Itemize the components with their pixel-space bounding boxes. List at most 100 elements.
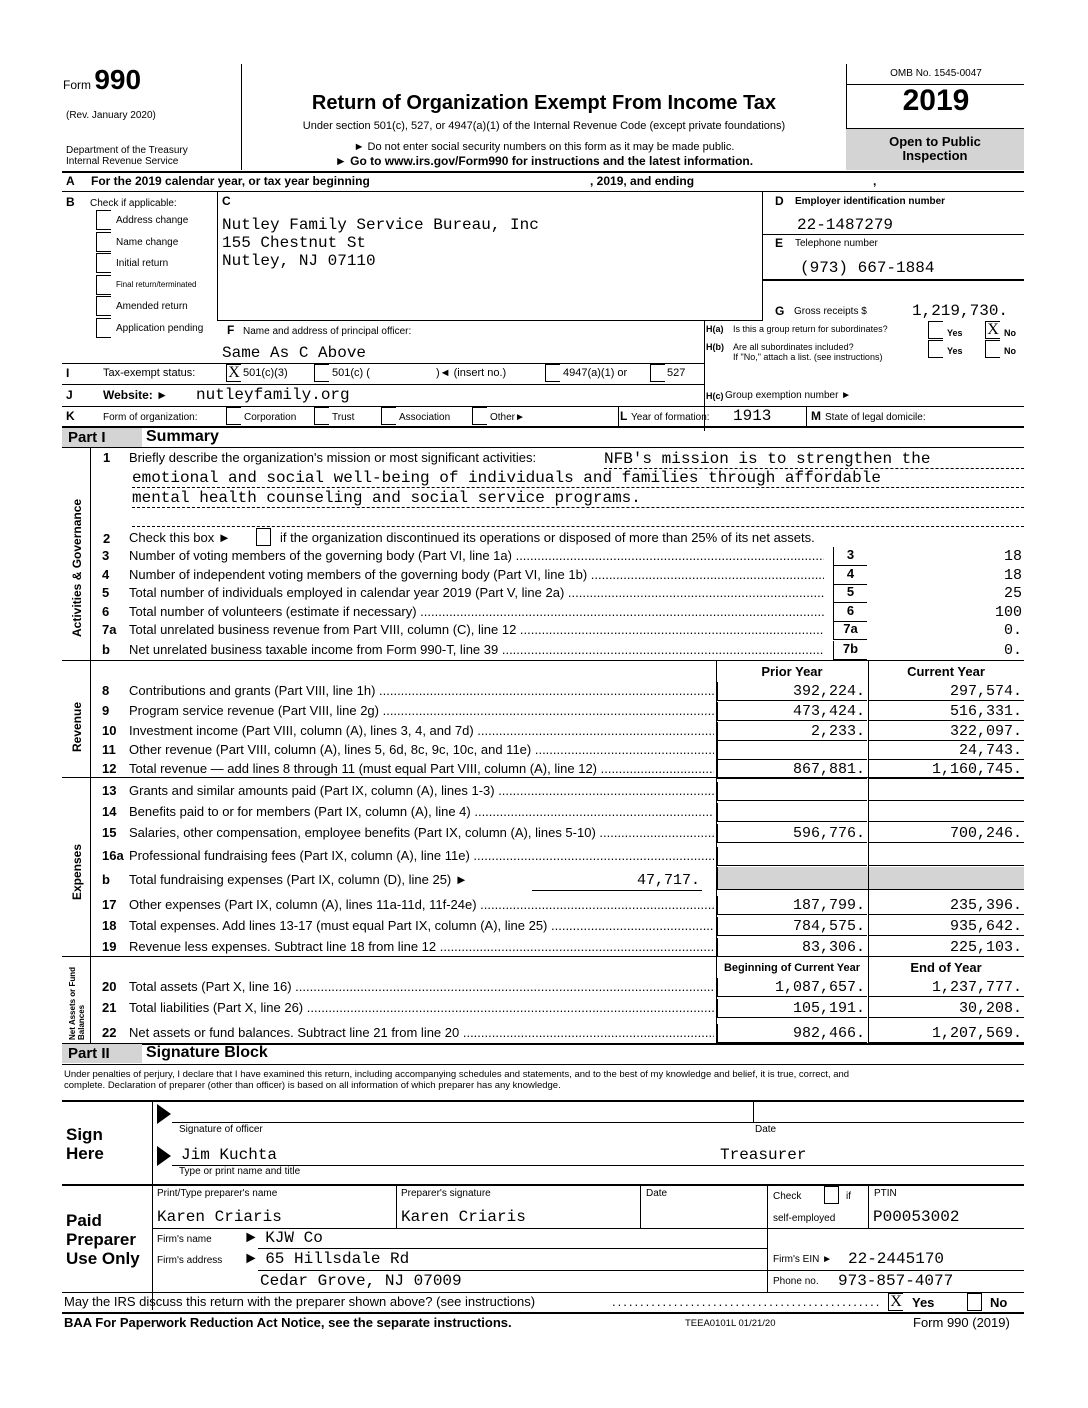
- line2-label: if the organization discontinued its ope…: [280, 530, 815, 545]
- firm-phone-label: Phone no.: [773, 1276, 819, 1287]
- summary-row: 14 Benefits paid to or for members (Part …: [62, 803, 1024, 822]
- check-label: Check: [773, 1191, 802, 1202]
- org-type-label: Association: [399, 412, 451, 423]
- line-l-letter: L: [620, 409, 628, 423]
- discuss-no-label: No: [990, 1295, 1008, 1310]
- discuss-no-checkbox[interactable]: [967, 1293, 982, 1311]
- tax-year: 2019: [902, 84, 970, 117]
- summary-row: 17 Other expenses (Part IX, column (A), l…: [62, 896, 1024, 915]
- checkbox-final-return-terminated[interactable]: [96, 274, 111, 295]
- line-label: Revenue less expenses. Subtract line 18 …: [129, 939, 714, 954]
- prior-year-cell: [717, 722, 867, 741]
- revision: (Rev. January 2020): [66, 110, 156, 121]
- preparer-signature-label: Preparer's signature: [401, 1188, 491, 1199]
- part2-title: Signature Block: [146, 1044, 268, 1061]
- sign-text: Sign: [66, 1125, 103, 1144]
- officer-signature-field[interactable]: [180, 1125, 750, 1143]
- line-number: 21: [102, 1000, 117, 1015]
- line1-number: 1: [103, 450, 111, 465]
- line-label: Grants and similar amounts paid (Part IX…: [129, 783, 714, 798]
- org-type-checkbox[interactable]: [314, 407, 329, 425]
- prior-year-value: 596,776.: [792, 825, 865, 842]
- 527-checkbox[interactable]: [650, 364, 665, 382]
- open-text: Open to Public: [889, 134, 981, 149]
- line-number: 14: [102, 804, 117, 819]
- prior-year-cell: [717, 999, 867, 1018]
- instructions-note: ► Go to www.irs.gov/Form990 for instruct…: [334, 154, 754, 168]
- ha-text: Is this a group return for subordinates?: [733, 324, 888, 334]
- line-value: 0.: [1003, 642, 1022, 659]
- 4947-checkbox[interactable]: [545, 364, 560, 382]
- line-number: 11: [102, 742, 116, 757]
- preparer-date-label: Date: [646, 1188, 668, 1199]
- omb-number: OMB No. 1545-0047: [890, 68, 982, 79]
- org-type-checkbox[interactable]: [226, 407, 241, 425]
- organization-box: [217, 191, 763, 321]
- line-g-letter: G: [775, 304, 785, 318]
- ha-yes-label: Yes: [947, 328, 963, 338]
- dept-line1: Department of the Treasury: [66, 145, 188, 156]
- discuss-yes-checkbox[interactable]: X: [888, 1293, 903, 1311]
- year-formation-label: Year of formation:: [631, 412, 710, 423]
- prior-year-cell: [717, 938, 867, 957]
- firm-phone-value: 973-857-4077: [838, 1272, 954, 1290]
- line-value: 25: [1003, 585, 1022, 602]
- line-j-letter: J: [66, 388, 73, 402]
- checkbox-name-change[interactable]: [96, 231, 111, 252]
- state-domicile-label: State of legal domicile:: [825, 412, 926, 423]
- summary-row: b Total fundraising expenses (Part IX, co…: [62, 867, 1024, 891]
- hb-no-checkbox[interactable]: [985, 340, 1000, 358]
- ha-no-checkbox[interactable]: X: [985, 321, 1000, 339]
- line-value: 100: [994, 604, 1022, 621]
- summary-row: 10 Investment income (Part VIII, column (…: [62, 722, 1024, 741]
- summary-row: 8 Contributions and grants (Part VIII, li…: [62, 682, 1024, 701]
- check-label: Final return/terminated: [116, 279, 197, 289]
- line-b-letter: B: [66, 195, 75, 209]
- ha-yes-checkbox[interactable]: [928, 321, 943, 339]
- line-label: Net assets or fund balances. Subtract li…: [129, 1025, 714, 1040]
- officer-name: Jim Kuchta: [181, 1146, 278, 1164]
- current-year-value: 235,396.: [949, 897, 1022, 914]
- checkbox-address-change[interactable]: [96, 210, 111, 230]
- prior-year-cell: [717, 978, 867, 997]
- line-label: Investment income (Part VIII, column (A)…: [129, 723, 714, 738]
- firm-address-line1: 65 Hillsdale Rd: [265, 1250, 410, 1268]
- prior-year-value: 2,233.: [810, 723, 865, 740]
- summary-row: 6 Total number of volunteers (estimate if…: [62, 603, 1024, 622]
- current-year-value: 1,237,777.: [931, 979, 1022, 996]
- current-year-value: 935,642.: [949, 918, 1022, 935]
- discuss-yes-label: Yes: [912, 1295, 935, 1310]
- org-type-checkbox[interactable]: [381, 407, 396, 425]
- checkbox-initial-return[interactable]: [96, 253, 111, 273]
- firm-ein-label: Firm's EIN ►: [773, 1254, 833, 1265]
- firm-address-label: Firm's address: [157, 1255, 223, 1266]
- inspection-text: Inspection: [902, 148, 968, 163]
- 501c3-checkbox[interactable]: X: [226, 364, 241, 382]
- self-employed-checkbox[interactable]: [824, 1186, 839, 1204]
- current-year-value: 516,331.: [949, 703, 1022, 720]
- signature-officer-label: Signature of officer: [179, 1124, 263, 1135]
- line-i-letter: I: [66, 366, 70, 380]
- checkbox-application-pending[interactable]: [96, 317, 111, 338]
- current-year-value: 24,743.: [958, 742, 1022, 759]
- line-label: Contributions and grants (Part VIII, lin…: [129, 683, 714, 698]
- line2-checkbox[interactable]: [256, 528, 271, 546]
- 501c-checkbox[interactable]: [314, 364, 329, 382]
- hb-yes-checkbox[interactable]: [928, 340, 943, 358]
- summary-row: 20 Total assets (Part X, line 16) .......…: [62, 978, 1024, 997]
- website-value[interactable]: nutleyfamily.org: [196, 386, 350, 404]
- use-only-text: Use Only: [66, 1249, 140, 1268]
- hb-yes-label: Yes: [947, 346, 963, 356]
- summary-row: 9 Program service revenue (Part VIII, lin…: [62, 702, 1024, 721]
- line2-check-label: Check this box ►: [129, 530, 231, 545]
- line-k-letter: K: [66, 409, 75, 423]
- checkbox-amended-return[interactable]: [96, 296, 111, 316]
- org-type-checkbox[interactable]: [472, 407, 487, 425]
- form-of-org-label: Form of organization:: [103, 412, 198, 423]
- prior-year-cell: [717, 847, 867, 866]
- dept-line2: Internal Revenue Service: [66, 156, 179, 167]
- summary-row: 3 Number of voting members of the governi…: [62, 547, 1024, 566]
- perjury-line1: Under penalties of perjury, I declare th…: [64, 1069, 850, 1080]
- line-label: Total number of individuals employed in …: [129, 585, 824, 600]
- line-f-letter: F: [227, 323, 235, 337]
